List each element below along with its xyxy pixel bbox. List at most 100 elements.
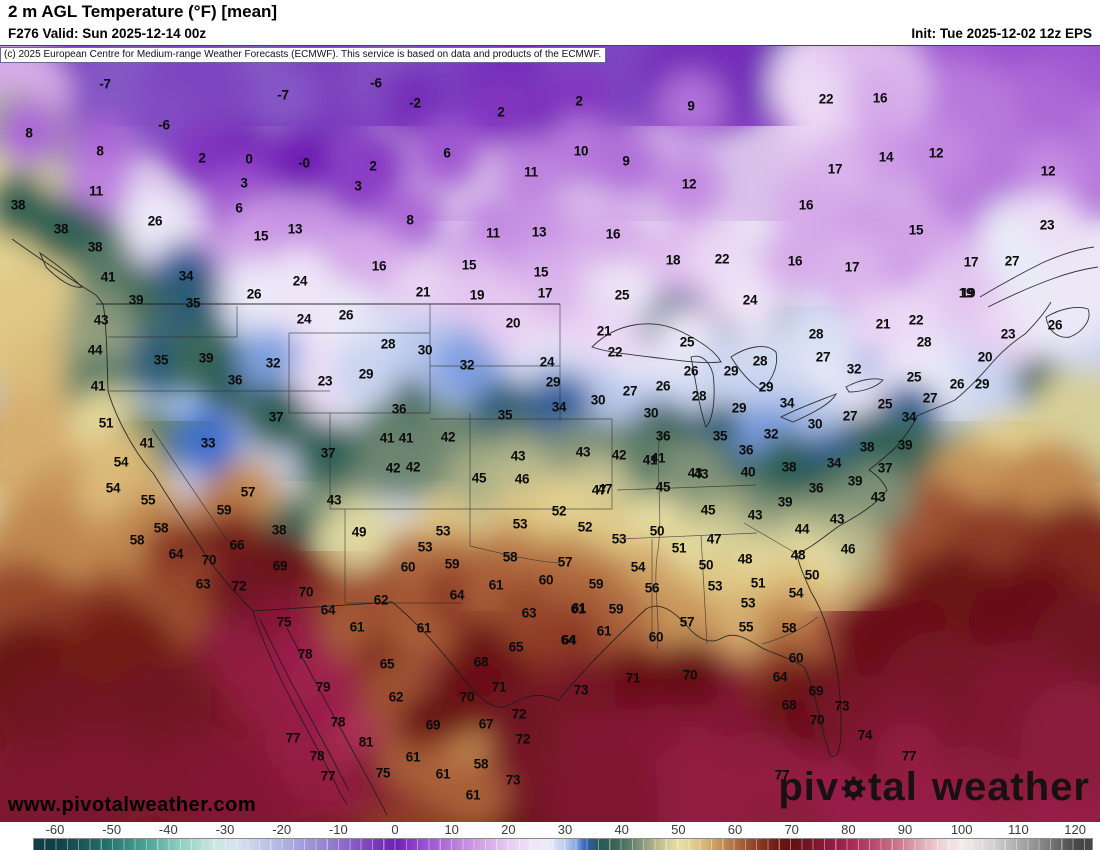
gear-icon [840, 769, 867, 809]
colorbar-tick: -30 [215, 822, 235, 837]
colorbar-tick: 50 [671, 822, 686, 837]
temp-label: 9 [622, 154, 629, 169]
temp-label: 77 [775, 768, 789, 783]
temp-label: 47 [598, 482, 612, 497]
temp-label: 20 [506, 316, 520, 331]
colorbar-tick: -60 [45, 822, 65, 837]
temp-label: 55 [141, 493, 156, 508]
temp-label: 25 [680, 335, 695, 350]
temp-label: 65 [380, 657, 395, 672]
temp-label: 27 [923, 391, 937, 406]
temp-label: 61 [406, 750, 421, 765]
temp-label: 61 [350, 620, 365, 635]
temp-label: 29 [975, 377, 989, 392]
temp-label: 24 [743, 293, 758, 308]
temp-label: 39 [848, 474, 862, 489]
temp-label: 42 [386, 461, 400, 476]
temp-label: 25 [615, 288, 630, 303]
temp-label: 71 [492, 680, 507, 695]
temp-label: 36 [739, 443, 754, 458]
temp-label: 58 [130, 533, 145, 548]
temp-label: 28 [381, 337, 396, 352]
temperature-colorbar: -60 -50 -40 -30 -20 -10 0 10 20 30 40 50 60 70 80 90 100… [0, 822, 1100, 850]
temp-label: 41 [91, 379, 106, 394]
temp-label: 59 [589, 577, 603, 592]
temp-label: 0 [245, 152, 252, 167]
init-time-label: Init: Tue 2025-12-02 12z EPS [911, 26, 1092, 41]
temp-label: 15 [534, 265, 549, 280]
temp-label: 42 [406, 460, 420, 475]
temp-label: 73 [835, 699, 850, 714]
temp-label: 57 [558, 555, 572, 570]
temp-label: 68 [474, 655, 489, 670]
pivotal-weather-logo: piv tal weather [778, 767, 1090, 809]
temp-label: 17 [964, 255, 978, 270]
temp-label: 22 [819, 92, 833, 107]
temp-label: 24 [293, 274, 308, 289]
temp-label: 25 [907, 370, 922, 385]
colorbar-tick: -20 [272, 822, 292, 837]
temperature-map[interactable]: (c) 2025 European Centre for Medium-rang… [0, 45, 1100, 823]
temp-label: 39 [778, 495, 792, 510]
temp-label: 52 [578, 520, 592, 535]
temp-label: 12 [682, 177, 696, 192]
temp-label: 43 [327, 493, 342, 508]
temp-label: 45 [656, 480, 671, 495]
temp-label: 54 [631, 560, 646, 575]
temp-label: 61 [571, 602, 586, 617]
temp-label: 43 [688, 466, 703, 481]
temp-label: 54 [114, 455, 129, 470]
temp-label: 79 [316, 680, 330, 695]
temp-label: 29 [724, 364, 738, 379]
temp-label: 27 [623, 384, 637, 399]
temp-label: 17 [538, 286, 552, 301]
temp-label: 15 [909, 223, 924, 238]
temp-label: 21 [597, 324, 612, 339]
temp-label: 19 [470, 288, 484, 303]
temp-label: 53 [418, 540, 433, 555]
temp-label: 54 [106, 481, 121, 496]
colorbar-tick: 0 [391, 822, 399, 837]
temp-label: 26 [339, 308, 354, 323]
state-borders [108, 304, 819, 650]
temp-label: 43 [576, 445, 591, 460]
temp-label: 8 [25, 126, 33, 141]
temp-label: -2 [409, 96, 420, 111]
temp-label: 49 [352, 525, 366, 540]
temp-label: 57 [680, 615, 694, 630]
temp-label: 33 [201, 436, 216, 451]
temp-label: 77 [902, 749, 916, 764]
temp-label: 22 [909, 313, 923, 328]
temp-label: 51 [99, 416, 114, 431]
temp-label: 47 [707, 532, 721, 547]
temp-label: 55 [739, 620, 754, 635]
temp-label: 59 [217, 503, 231, 518]
temp-label: 59 [609, 602, 623, 617]
temp-label: 36 [656, 429, 671, 444]
temp-label: 38 [860, 440, 875, 455]
temp-label: 64 [773, 670, 788, 685]
temp-label: 29 [759, 380, 773, 395]
temp-label: 16 [799, 198, 814, 213]
temp-label: 41 [140, 436, 155, 451]
temp-label: 26 [950, 377, 965, 392]
temp-label: 38 [11, 198, 26, 213]
temp-label: 75 [376, 766, 391, 781]
temp-label: 38 [272, 523, 287, 538]
temp-label: 61 [489, 578, 504, 593]
temp-label: 70 [683, 668, 697, 683]
temp-label: 9 [687, 99, 694, 114]
temp-label: 41 [101, 270, 116, 285]
temp-label: 60 [539, 573, 553, 588]
temp-label: 58 [503, 550, 518, 565]
watermark-url: www.pivotalweather.com [8, 794, 257, 816]
temp-label: 26 [247, 287, 262, 302]
temp-label: 48 [738, 552, 753, 567]
temp-label: 50 [650, 524, 664, 539]
temp-label: 24 [297, 312, 312, 327]
temp-label: 30 [808, 417, 822, 432]
temp-label: 16 [372, 259, 387, 274]
temp-label: 34 [827, 456, 842, 471]
temp-label: 28 [753, 354, 768, 369]
temp-label: 19 [961, 286, 975, 301]
